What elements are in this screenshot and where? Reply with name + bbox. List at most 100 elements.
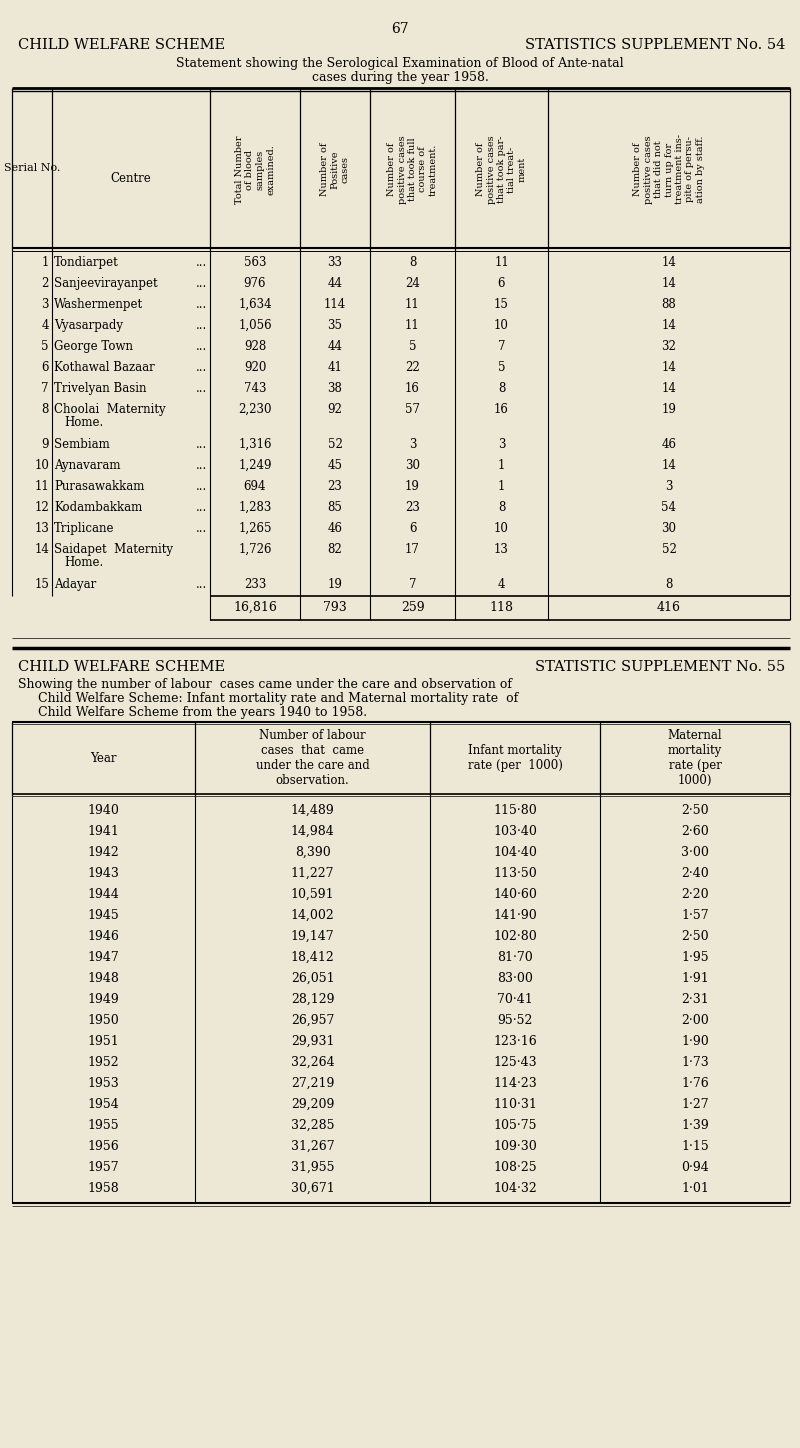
- Text: Home.: Home.: [64, 416, 103, 429]
- Text: 1·91: 1·91: [681, 972, 709, 985]
- Text: 29,209: 29,209: [291, 1098, 334, 1111]
- Text: 10,591: 10,591: [290, 888, 334, 901]
- Text: 5: 5: [42, 340, 49, 353]
- Text: 141·90: 141·90: [493, 909, 537, 922]
- Text: 1944: 1944: [87, 888, 119, 901]
- Text: 1955: 1955: [88, 1119, 119, 1132]
- Text: ...: ...: [196, 340, 207, 353]
- Text: 4: 4: [498, 578, 506, 591]
- Text: 1,249: 1,249: [238, 459, 272, 472]
- Text: Total Number
of blood
samples
examined.: Total Number of blood samples examined.: [235, 135, 275, 204]
- Text: ...: ...: [196, 479, 207, 492]
- Text: 14,984: 14,984: [290, 825, 334, 838]
- Text: Washermenpet: Washermenpet: [54, 298, 143, 311]
- Text: Number of
positive cases
that took par-
tial treat-
ment: Number of positive cases that took par- …: [476, 135, 526, 204]
- Text: 45: 45: [327, 459, 342, 472]
- Text: 19: 19: [327, 578, 342, 591]
- Text: 10: 10: [494, 319, 509, 332]
- Text: 928: 928: [244, 340, 266, 353]
- Text: 46: 46: [662, 437, 677, 450]
- Text: 0·94: 0·94: [681, 1161, 709, 1174]
- Text: 14: 14: [662, 256, 677, 269]
- Text: 1942: 1942: [88, 846, 119, 859]
- Text: 26,957: 26,957: [291, 1014, 334, 1027]
- Text: cases during the year 1958.: cases during the year 1958.: [311, 71, 489, 84]
- Text: 2,230: 2,230: [238, 403, 272, 416]
- Text: 31,955: 31,955: [290, 1161, 334, 1174]
- Text: 12: 12: [34, 501, 49, 514]
- Text: Trivelyan Basin: Trivelyan Basin: [54, 382, 146, 395]
- Text: 2: 2: [42, 277, 49, 290]
- Text: 14: 14: [662, 319, 677, 332]
- Text: 7: 7: [42, 382, 49, 395]
- Text: 1954: 1954: [88, 1098, 119, 1111]
- Text: Number of
positive cases
that did not
turn up for
treatment ins-
pite of persu-
: Number of positive cases that did not tu…: [634, 135, 705, 204]
- Text: ...: ...: [196, 361, 207, 374]
- Text: 23: 23: [327, 479, 342, 492]
- Text: ...: ...: [196, 298, 207, 311]
- Text: Sembiam: Sembiam: [54, 437, 110, 450]
- Text: 13: 13: [494, 543, 509, 556]
- Text: Number of labour
cases  that  came
under the care and
observation.: Number of labour cases that came under t…: [256, 728, 370, 788]
- Text: 1·01: 1·01: [681, 1182, 709, 1195]
- Text: 38: 38: [327, 382, 342, 395]
- Text: 108·25: 108·25: [493, 1161, 537, 1174]
- Text: 70·41: 70·41: [497, 993, 533, 1006]
- Text: 33: 33: [327, 256, 342, 269]
- Text: 95·52: 95·52: [498, 1014, 533, 1027]
- Text: Tondiarpet: Tondiarpet: [54, 256, 118, 269]
- Text: 52: 52: [662, 543, 677, 556]
- Text: 1943: 1943: [87, 867, 119, 880]
- Text: 19: 19: [662, 403, 677, 416]
- Text: Number of
positive cases
that took full
course of
treatment.: Number of positive cases that took full …: [387, 135, 438, 204]
- Text: 30: 30: [662, 521, 677, 534]
- Text: Kodambakkam: Kodambakkam: [54, 501, 142, 514]
- Text: 2·20: 2·20: [681, 888, 709, 901]
- Text: 2·40: 2·40: [681, 867, 709, 880]
- Text: 1945: 1945: [88, 909, 119, 922]
- Text: ...: ...: [196, 382, 207, 395]
- Text: Year: Year: [90, 752, 117, 765]
- Text: 1·15: 1·15: [681, 1140, 709, 1153]
- Text: 1952: 1952: [88, 1056, 119, 1069]
- Text: 14: 14: [662, 361, 677, 374]
- Text: 14,002: 14,002: [290, 909, 334, 922]
- Text: 2·50: 2·50: [681, 804, 709, 817]
- Text: 67: 67: [391, 22, 409, 36]
- Text: 743: 743: [244, 382, 266, 395]
- Text: STATISTICS SUPPLEMENT No. 54: STATISTICS SUPPLEMENT No. 54: [525, 38, 785, 52]
- Text: Child Welfare Scheme: Infant mortality rate and Maternal mortality rate  of: Child Welfare Scheme: Infant mortality r…: [38, 692, 518, 705]
- Text: 976: 976: [244, 277, 266, 290]
- Text: 109·30: 109·30: [493, 1140, 537, 1153]
- Text: 563: 563: [244, 256, 266, 269]
- Text: 88: 88: [662, 298, 676, 311]
- Text: 1·57: 1·57: [681, 909, 709, 922]
- Text: 5: 5: [409, 340, 416, 353]
- Text: 105·75: 105·75: [494, 1119, 537, 1132]
- Text: 11: 11: [405, 319, 420, 332]
- Text: 1950: 1950: [88, 1014, 119, 1027]
- Text: 110·31: 110·31: [493, 1098, 537, 1111]
- Text: 82: 82: [328, 543, 342, 556]
- Text: CHILD WELFARE SCHEME: CHILD WELFARE SCHEME: [18, 660, 225, 673]
- Text: 16: 16: [405, 382, 420, 395]
- Text: 1,316: 1,316: [238, 437, 272, 450]
- Text: 1,265: 1,265: [238, 521, 272, 534]
- Text: 15: 15: [34, 578, 49, 591]
- Text: 11: 11: [34, 479, 49, 492]
- Text: 18,412: 18,412: [290, 951, 334, 964]
- Text: 140·60: 140·60: [493, 888, 537, 901]
- Text: 5: 5: [498, 361, 506, 374]
- Text: Showing the number of labour  cases came under the care and observation of: Showing the number of labour cases came …: [18, 678, 512, 691]
- Text: 233: 233: [244, 578, 266, 591]
- Text: Saidapet  Maternity: Saidapet Maternity: [54, 543, 173, 556]
- Text: 14: 14: [662, 459, 677, 472]
- Text: 1956: 1956: [88, 1140, 119, 1153]
- Text: ...: ...: [196, 277, 207, 290]
- Text: 8: 8: [409, 256, 416, 269]
- Text: ...: ...: [196, 319, 207, 332]
- Text: 19: 19: [405, 479, 420, 492]
- Text: 32,264: 32,264: [290, 1056, 334, 1069]
- Text: 1: 1: [42, 256, 49, 269]
- Text: ...: ...: [196, 437, 207, 450]
